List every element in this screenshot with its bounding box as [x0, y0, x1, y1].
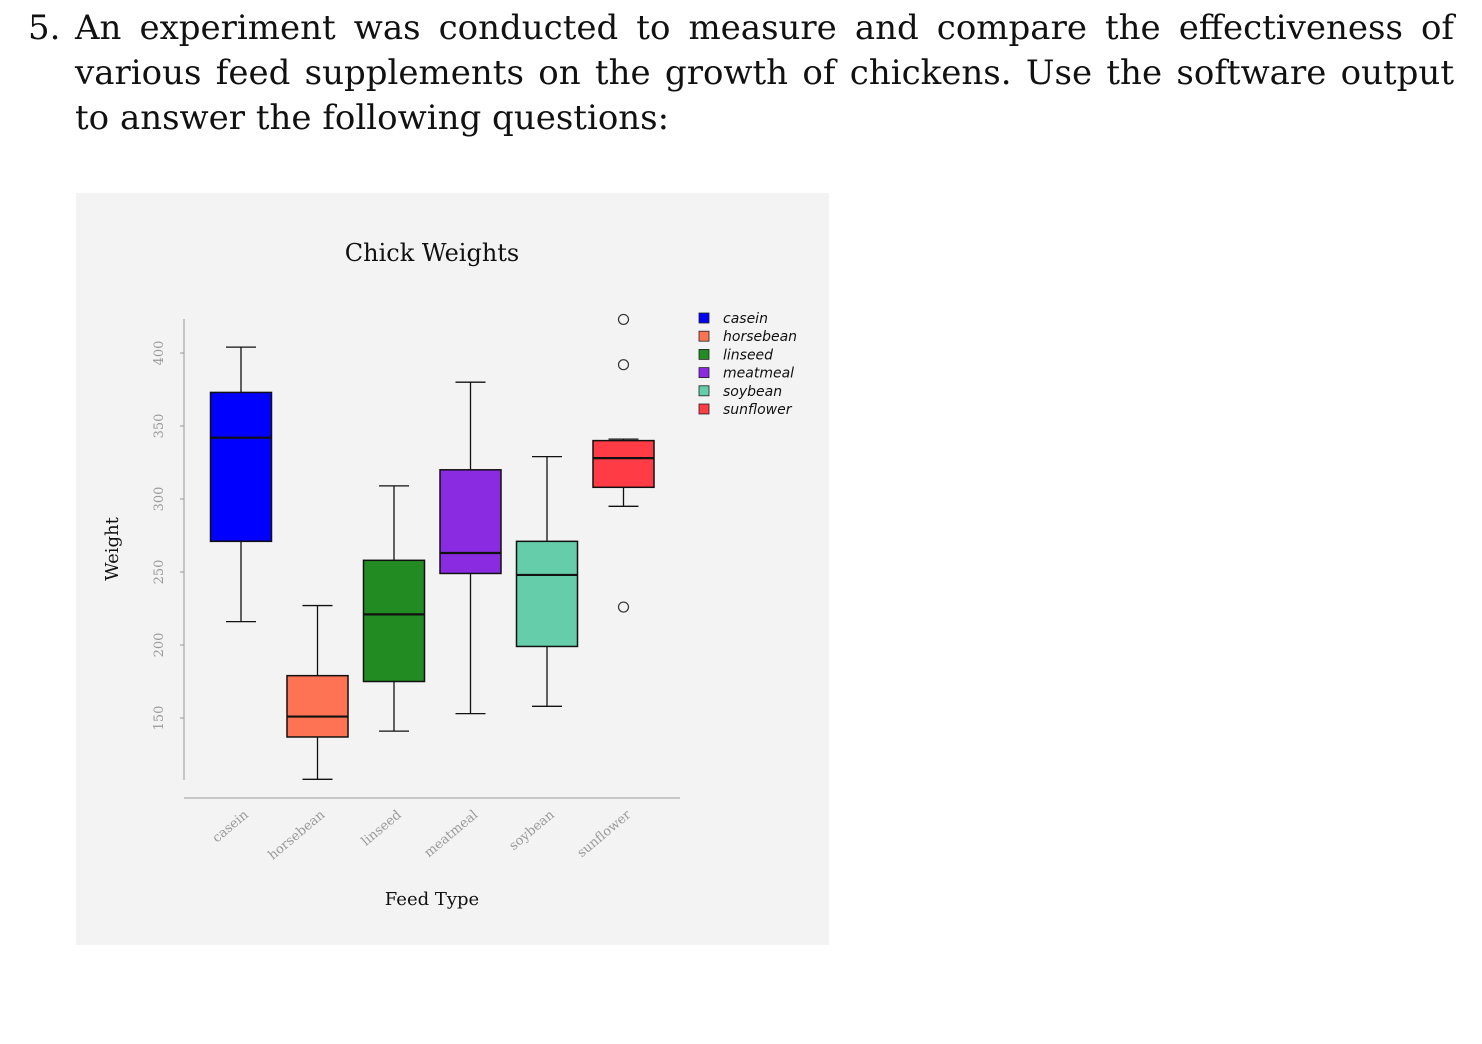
y-axis-label: Weight [102, 516, 123, 581]
legend-swatch [698, 385, 710, 397]
box-sunflower [592, 313, 655, 613]
x-tick-label: horsebean [266, 807, 329, 863]
x-axis-label: Feed Type [385, 889, 479, 910]
boxplot-chart: Chick Weights Feed Type Weight 150 200 250… [102, 239, 797, 910]
legend-swatch [698, 312, 710, 324]
outlier-point [617, 313, 630, 326]
y-tick-label: 250 [152, 560, 167, 585]
outlier-point [617, 359, 630, 371]
iqr-box [209, 391, 273, 543]
legend-swatch [698, 330, 710, 342]
legend: casein horsebean linseed meatmeal soybean sun… [698, 311, 797, 418]
box-casein [209, 346, 273, 623]
y-axis: 150 200 250 300 350 400 [152, 319, 185, 780]
y-tick-label: 200 [152, 633, 167, 658]
iqr-box [592, 439, 655, 489]
legend-label: casein [723, 311, 768, 327]
x-tick-label: casein [210, 807, 252, 846]
legend-label: horsebean [723, 329, 797, 345]
boxes [209, 313, 655, 780]
legend-label: linseed [723, 347, 773, 363]
legend-item-sunflower: sunflower [698, 402, 793, 418]
box-horsebean [286, 604, 349, 780]
legend-label: soybean [723, 384, 782, 400]
box-soybean [515, 456, 579, 707]
legend-item-linseed: linseed [698, 347, 773, 363]
question-text: An experiment was conducted to measure a… [75, 8, 1454, 138]
y-tick-label: 150 [152, 706, 167, 731]
y-tick-label: 350 [152, 414, 167, 439]
x-tick-label: sunflower [575, 807, 635, 861]
chart-panel: Chick Weights Feed Type Weight 150 200 250… [76, 193, 829, 945]
y-tick-label: 300 [152, 487, 167, 512]
y-tick-label: 400 [152, 341, 167, 366]
legend-label: sunflower [723, 402, 793, 418]
x-tick-label: linseed [359, 808, 405, 850]
iqr-box [286, 674, 349, 738]
legend-swatch [698, 348, 710, 360]
iqr-box [439, 469, 502, 575]
legend-swatch [698, 403, 710, 415]
chart-title: Chick Weights [345, 239, 519, 267]
outlier-point [617, 601, 630, 613]
box-linseed [362, 485, 426, 732]
legend-item-horsebean: horsebean [698, 329, 797, 345]
question: 5. An experiment was conducted to measur… [28, 6, 1454, 141]
iqr-box [515, 540, 579, 648]
legend-item-soybean: soybean [698, 384, 782, 400]
x-tick-label: meatmeal [422, 808, 481, 861]
box-meatmeal [439, 381, 502, 715]
legend-label: meatmeal [723, 366, 794, 382]
x-axis: casein horsebean linseed meatmeal soybean sun… [184, 797, 680, 863]
question-number: 5. [28, 8, 61, 48]
legend-item-meatmeal: meatmeal [698, 366, 794, 382]
iqr-box [362, 559, 426, 683]
legend-swatch [698, 367, 710, 379]
legend-item-casein: casein [698, 311, 768, 327]
x-tick-label: soybean [507, 807, 558, 854]
